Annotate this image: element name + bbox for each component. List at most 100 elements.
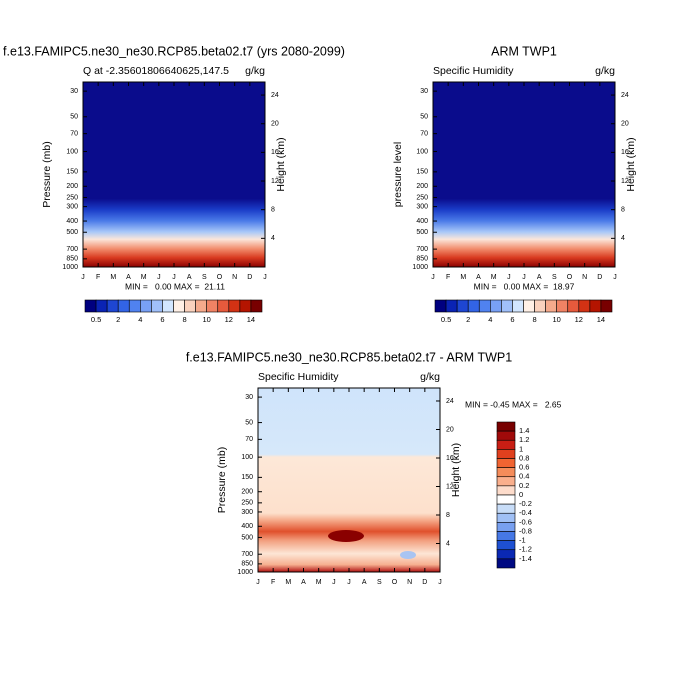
x-tick-label: M: [316, 579, 322, 586]
x-tick-label: F: [446, 274, 450, 281]
x-tick-label: N: [582, 274, 587, 281]
colorbar-label: 12: [575, 315, 583, 324]
colorbar-box: [496, 485, 516, 496]
x-tick-label: J: [347, 579, 351, 586]
colorbar-box: [490, 299, 502, 313]
y2-axis-label: Height (km): [625, 137, 637, 191]
colorbar-label: 1: [519, 444, 523, 453]
x-tick-label: N: [407, 579, 412, 586]
colorbar-box: [456, 299, 469, 313]
y-tick-label: 250: [66, 194, 78, 201]
colorbar-box: [578, 299, 591, 313]
colorbar-box: [496, 512, 516, 523]
x-tick-label: A: [126, 274, 131, 281]
x-tick-label: O: [567, 274, 573, 281]
right-string: g/kg: [595, 65, 615, 77]
colorbar-label: 0.8: [519, 453, 529, 462]
left-string: Specific Humidity: [258, 371, 339, 383]
min-max: MIN = 0.00 MAX = 18.97: [474, 281, 575, 291]
colorbar-box: [106, 299, 119, 313]
y2-tick-label: 8: [621, 207, 625, 214]
colorbar-label: 1.2: [519, 435, 529, 444]
x-tick-label: J: [81, 274, 85, 281]
x-tick-label: A: [476, 274, 481, 281]
colorbar-label: 6: [160, 315, 164, 324]
y2-tick-label: 20: [271, 121, 279, 128]
colorbar-label: 0.5: [441, 315, 451, 324]
colorbar-box: [206, 299, 219, 313]
colorbar-label: -0.4: [519, 508, 532, 517]
colorbar-box: [501, 299, 513, 313]
x-tick-label: S: [552, 274, 557, 281]
y-tick-label: 50: [70, 114, 78, 121]
x-tick-label: O: [217, 274, 223, 281]
y2-axis-label: Height (km): [450, 443, 462, 497]
y-tick-label: 300: [241, 509, 253, 516]
y-tick-label: 1000: [237, 569, 253, 576]
x-tick-label: D: [247, 274, 252, 281]
y-tick-label: 400: [66, 218, 78, 225]
colorbar-label: 0: [519, 490, 523, 499]
x-tick-label: M: [141, 274, 147, 281]
left-string: Specific Humidity: [433, 65, 514, 77]
x-tick-label: M: [491, 274, 497, 281]
y-tick-label: 500: [66, 229, 78, 236]
colorbar-label: 6: [510, 315, 514, 324]
colorbar-box: [95, 299, 108, 313]
colorbar-box: [162, 299, 174, 313]
colorbar-box: [195, 299, 207, 313]
y2-tick-label: 12: [271, 178, 279, 185]
colorbar-box: [534, 299, 546, 313]
y-tick-label: 200: [416, 183, 428, 190]
y-tick-label: 50: [245, 419, 253, 426]
y-tick-label: 500: [241, 534, 253, 541]
x-tick-label: M: [460, 274, 466, 281]
y-tick-label: 150: [241, 474, 253, 481]
y-tick-label: 30: [245, 394, 253, 401]
y-tick-label: 400: [241, 523, 253, 530]
y-tick-label: 70: [245, 436, 253, 443]
colorbar-label: 10: [203, 315, 211, 324]
x-tick-label: F: [271, 579, 275, 586]
x-tick-label: J: [522, 274, 526, 281]
x-tick-label: F: [96, 274, 100, 281]
x-tick-label: J: [172, 274, 176, 281]
colorbar-box: [496, 467, 516, 478]
x-tick-label: J: [157, 274, 161, 281]
y-axis-label: pressure level: [392, 142, 404, 207]
colorbar-box: [496, 476, 516, 487]
right-string: g/kg: [420, 371, 440, 383]
y-tick-label: 100: [416, 148, 428, 155]
x-tick-label: M: [110, 274, 116, 281]
colorbar-label: 14: [247, 315, 255, 324]
x-tick-label: N: [232, 274, 237, 281]
right-string: g/kg: [245, 65, 265, 77]
colorbar-label: 0.2: [519, 481, 529, 490]
colorbar-box: [173, 299, 185, 313]
contour-patch: [400, 551, 416, 559]
y2-tick-label: 12: [621, 178, 629, 185]
y-tick-label: 700: [66, 246, 78, 253]
y-tick-label: 700: [416, 246, 428, 253]
y2-tick-label: 20: [446, 426, 454, 433]
panel-title: f.e13.FAMIPC5.ne30_ne30.RCP85.beta02.t7 …: [186, 350, 512, 364]
x-tick-label: A: [362, 579, 367, 586]
colorbar-box: [496, 540, 516, 551]
colorbar-label: -1.4: [519, 554, 532, 563]
colorbar-box: [496, 494, 516, 505]
colorbar-box: [250, 299, 263, 313]
colorbar-box: [600, 299, 613, 313]
colorbar-label: 0.5: [91, 315, 101, 324]
y-tick-label: 150: [416, 169, 428, 176]
y-tick-label: 1000: [62, 264, 78, 271]
y-tick-label: 250: [416, 194, 428, 201]
colorbar-box: [217, 299, 230, 313]
colorbar-label: 8: [532, 315, 536, 324]
min-max: MIN = 0.00 MAX = 21.11: [125, 281, 225, 291]
colorbar-label: -0.6: [519, 517, 532, 526]
colorbar-box: [496, 430, 516, 441]
y-tick-label: 70: [70, 130, 78, 137]
y-tick-label: 500: [416, 229, 428, 236]
colorbar-box: [589, 299, 602, 313]
x-tick-label: J: [263, 274, 267, 281]
